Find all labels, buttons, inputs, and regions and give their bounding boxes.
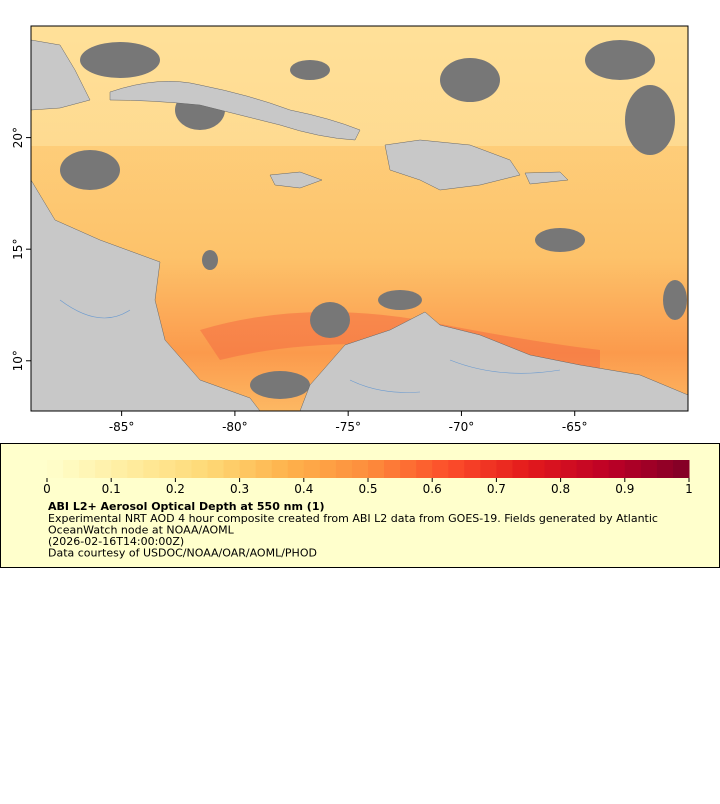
colorbar-swatch [448, 460, 465, 478]
legend: 0 0.1 0.2 0.3 0.4 0.5 0.6 0.7 0.8 0.9 1 ABI L2+ Ae… [0, 443, 720, 568]
x-tick-label: -70° [449, 420, 475, 434]
colorbar-tick-label: 0.5 [358, 482, 377, 496]
colorbar-swatch [255, 460, 273, 478]
map-frame [30, 25, 689, 412]
colorbar-swatch [303, 460, 321, 478]
colorbar-swatch [127, 460, 144, 478]
colorbar-swatch [512, 460, 529, 478]
legend-line: Data courtesy of USDOC/NOAA/OAR/AOML/PHO… [48, 547, 317, 560]
colorbar-tick-label: 1 [685, 482, 693, 496]
colorbar-tick-label: 0.7 [487, 482, 506, 496]
colorbar-swatch [656, 460, 674, 478]
map: -85° -80° -75° -70° -65° 10° 15° 20° [11, 25, 689, 434]
y-tick-label: 15° [11, 239, 25, 260]
colorbar-tick-label: 0 [43, 482, 51, 496]
colorbar-swatch [159, 460, 176, 478]
colorbar-swatch [143, 460, 160, 478]
colorbar-swatch [95, 460, 112, 478]
colorbar-tick-label: 0.2 [166, 482, 185, 496]
colorbar-swatch [239, 460, 257, 478]
legend-line: Experimental NRT AOD 4 hour composite cr… [48, 512, 658, 525]
colorbar-swatch [191, 460, 208, 478]
colorbar-swatch [672, 460, 690, 478]
x-tick-label: -85° [109, 420, 135, 434]
colorbar-swatch [576, 460, 594, 478]
colorbar-tick-label: 0.6 [423, 482, 442, 496]
legend-title: ABI L2+ Aerosol Optical Depth at 550 nm … [48, 500, 325, 513]
colorbar-swatch [464, 460, 481, 478]
rivers [59, 299, 561, 393]
axes: -85° -80° -75° -70° -65° 10° 15° 20° [11, 127, 588, 434]
colorbar-swatch [544, 460, 562, 478]
colorbar-swatch [368, 460, 385, 478]
colorbar: 0 0.1 0.2 0.3 0.4 0.5 0.6 0.7 0.8 0.9 1 [43, 460, 693, 496]
colorbar-swatch [608, 460, 626, 478]
colorbar-swatch [207, 460, 225, 478]
colorbar-swatch [480, 460, 497, 478]
colorbar-swatch [223, 460, 241, 478]
colorbar-swatch [319, 460, 337, 478]
colorbar-tick-label: 0.9 [615, 482, 634, 496]
colorbar-swatch [592, 460, 610, 478]
colorbar-swatch [624, 460, 642, 478]
colorbar-swatch [528, 460, 546, 478]
colorbar-swatch [640, 460, 658, 478]
colorbar-swatch [79, 460, 96, 478]
colorbar-tick-label: 0.3 [230, 482, 249, 496]
colorbar-swatch [400, 460, 417, 478]
colorbar-tick-label: 0.1 [102, 482, 121, 496]
colorbar-swatch [111, 460, 128, 478]
colorbar-swatch [384, 460, 401, 478]
colorbar-swatch [63, 460, 80, 478]
x-tick-label: -75° [335, 420, 361, 434]
colorbar-swatch [335, 460, 353, 478]
colorbar-tick-label: 0.4 [294, 482, 313, 496]
x-tick-label: -65° [562, 420, 588, 434]
colorbar-swatch [496, 460, 513, 478]
colorbar-swatch [47, 460, 64, 478]
colorbar-swatch [351, 460, 369, 478]
legend-text: Experimental NRT AOD 4 hour composite cr… [48, 512, 658, 560]
land [30, 39, 689, 412]
colorbar-swatch [432, 460, 449, 478]
legend-line: (2026-02-16T14:00:00Z) [48, 535, 184, 548]
y-tick-label: 10° [11, 350, 25, 371]
colorbar-swatch [287, 460, 305, 478]
colorbar-swatch [271, 460, 289, 478]
colorbar-tick-label: 0.8 [551, 482, 570, 496]
y-tick-label: 20° [11, 127, 25, 148]
colorbar-swatch [416, 460, 433, 478]
colorbar-swatch [560, 460, 578, 478]
legend-line: OceanWatch node at NOAA/AOML [48, 524, 235, 537]
x-tick-label: -80° [222, 420, 248, 434]
colorbar-swatch [175, 460, 192, 478]
